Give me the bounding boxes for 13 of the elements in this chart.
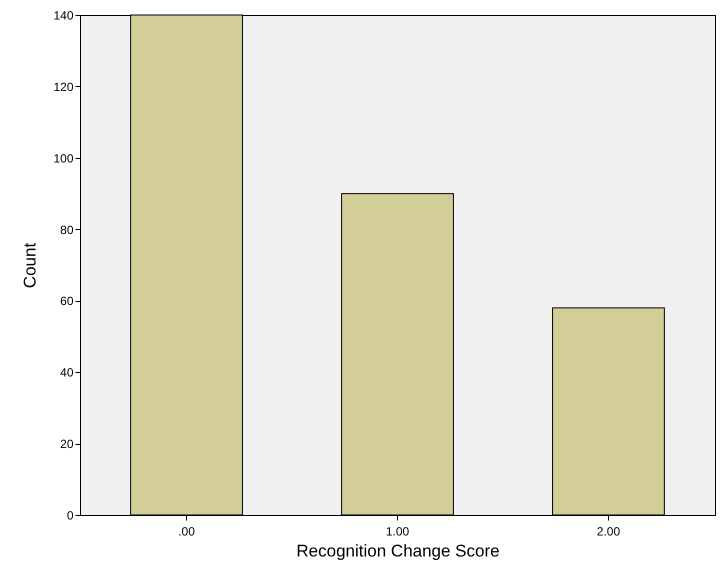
x-tick-label: 1.00 (386, 524, 410, 538)
y-tick-label: 40 (60, 366, 74, 380)
y-tick-label: 20 (60, 437, 74, 452)
x-tick-label: .00 (178, 524, 196, 538)
x-axis-title: Recognition Change Score (296, 542, 500, 560)
x-tick-label: 2.00 (596, 524, 620, 538)
y-tick-label: 140 (53, 8, 74, 22)
y-tick-label: 0 (66, 508, 74, 522)
y-tick-label: 120 (53, 80, 74, 94)
y-tick-label: 100 (53, 151, 74, 166)
y-axis-title: Count (20, 242, 40, 288)
y-tick-label: 60 (60, 294, 74, 308)
y-tick-label: 80 (60, 222, 74, 237)
